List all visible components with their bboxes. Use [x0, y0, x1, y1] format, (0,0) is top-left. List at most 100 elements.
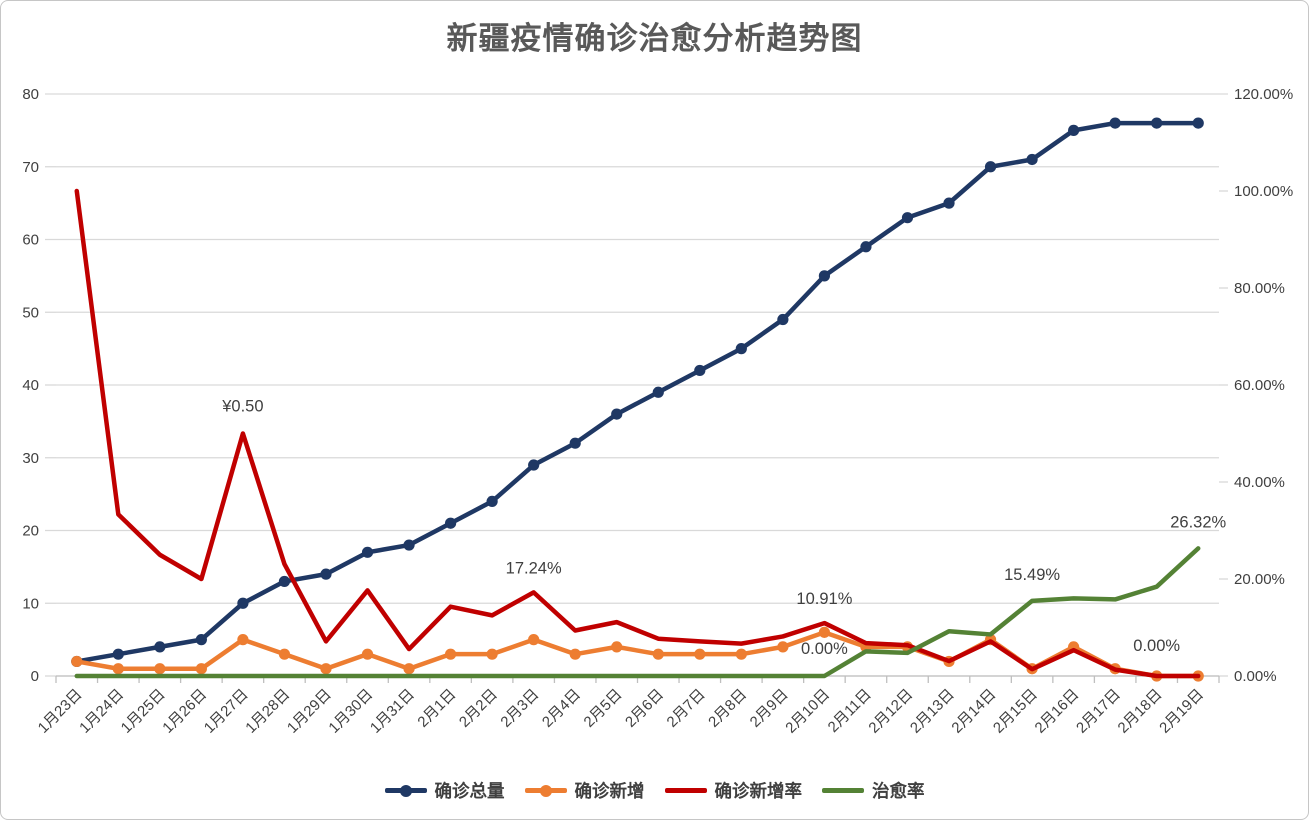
- x-axis-category-label: 2月8日: [705, 686, 750, 731]
- x-axis-category-label: 1月23日: [35, 686, 86, 737]
- x-axis-category-label: 2月12日: [865, 686, 916, 737]
- series-marker-total-confirmed: [112, 648, 124, 660]
- x-axis-category-label: 2月4日: [539, 686, 584, 731]
- legend-label-new-confirmed-rate: 确诊新增率: [714, 781, 803, 801]
- x-axis-category-label: 2月2日: [456, 686, 501, 731]
- y-axis-left-tick-label: 70: [22, 159, 39, 176]
- series-marker-total-confirmed: [1192, 117, 1204, 129]
- series-marker-total-confirmed: [1109, 117, 1121, 129]
- series-marker-total-confirmed: [528, 459, 540, 471]
- y-axis-left-tick-label: 30: [22, 450, 39, 467]
- series-marker-total-confirmed: [611, 408, 623, 420]
- series-marker-new-confirmed: [195, 663, 207, 675]
- series-marker-total-confirmed: [1026, 153, 1038, 166]
- data-label: 26.32%: [1170, 513, 1226, 531]
- y-axis-right-tick-label: 20.00%: [1234, 571, 1285, 588]
- series-marker-total-confirmed: [195, 634, 207, 646]
- x-axis-category-label: 1月31日: [367, 686, 418, 737]
- series-marker-total-confirmed: [486, 495, 498, 507]
- series-marker-total-confirmed: [1068, 124, 1080, 136]
- legend-item-cure-rate: 治愈率: [822, 778, 925, 803]
- x-axis-category-label: 2月1日: [414, 686, 459, 731]
- series-marker-new-confirmed: [735, 648, 747, 660]
- series-marker-new-confirmed: [611, 641, 623, 653]
- legend-swatch-new-confirmed-rate: [664, 784, 707, 797]
- series-marker-new-confirmed: [154, 663, 166, 675]
- series-marker-total-confirmed: [860, 241, 872, 253]
- series-marker-new-confirmed: [278, 648, 291, 660]
- chart-title: 新疆疫情确诊治愈分析趋势图: [446, 21, 863, 56]
- series-marker-new-confirmed: [652, 648, 664, 660]
- legend-swatch-new-confirmed: [524, 784, 567, 797]
- data-label: 17.24%: [506, 559, 562, 577]
- series-marker-new-confirmed: [569, 648, 581, 660]
- data-label: 15.49%: [1004, 566, 1060, 584]
- series-marker-total-confirmed: [403, 539, 415, 551]
- x-axis-category-label: 1月29日: [284, 686, 335, 737]
- series-line-new-confirmed-rate: [74, 188, 1201, 679]
- series-marker-total-confirmed: [777, 313, 789, 326]
- series-marker-new-confirmed: [818, 626, 831, 638]
- legend-item-new-confirmed-rate: 确诊新增率: [664, 778, 803, 803]
- y-axis-left-tick-label: 40: [22, 377, 39, 394]
- y-axis-left-tick-label: 10: [22, 595, 39, 612]
- x-axis-category-label: 2月14日: [948, 686, 999, 737]
- series-marker-new-confirmed: [403, 663, 415, 675]
- y-axis-left-tick-label: 80: [22, 86, 39, 103]
- y-axis-right-tick-label: 0.00%: [1234, 668, 1277, 685]
- y-axis-left-tick-label: 50: [22, 304, 39, 321]
- x-axis-category-label: 1月30日: [325, 686, 376, 737]
- x-axis-category-label: 2月11日: [825, 686, 875, 736]
- chart-legend: 确诊总量 确诊新增 确诊新增率 治愈率: [1, 778, 1308, 803]
- series-marker-new-confirmed: [112, 663, 124, 675]
- series-marker-total-confirmed: [901, 212, 914, 224]
- data-label: ¥0.50: [221, 398, 263, 416]
- series-marker-total-confirmed: [1151, 117, 1163, 129]
- data-label: 0.00%: [801, 640, 848, 658]
- series-marker-total-confirmed: [694, 364, 706, 377]
- x-axis-category-label: 1月26日: [159, 686, 210, 737]
- x-axis-category-label: 2月17日: [1073, 686, 1124, 737]
- series-marker-total-confirmed: [984, 161, 997, 173]
- x-axis-category-label: 2月10日: [782, 686, 833, 737]
- series-line-cure-rate: [74, 546, 1201, 679]
- legend-item-total-confirmed: 确诊总量: [384, 778, 505, 803]
- x-axis-category-label: 2月16日: [1032, 686, 1083, 737]
- y-axis-right-tick-label: 40.00%: [1234, 474, 1285, 491]
- legend-label-total-confirmed: 确诊总量: [434, 781, 505, 801]
- series-marker-new-confirmed: [71, 655, 83, 668]
- data-label: 0.00%: [1133, 637, 1180, 655]
- series-marker-total-confirmed: [943, 197, 955, 209]
- series-marker-total-confirmed: [818, 270, 831, 282]
- y-axis-right-tick-label: 60.00%: [1234, 377, 1285, 394]
- x-axis-category-label: 2月6日: [622, 686, 667, 731]
- series-marker-new-confirmed: [486, 648, 498, 660]
- legend-swatch-total-confirmed: [384, 784, 427, 797]
- series-marker-total-confirmed: [569, 437, 581, 449]
- y-axis-left-tick-label: 20: [22, 523, 39, 540]
- series-marker-new-confirmed: [320, 663, 332, 675]
- series-marker-total-confirmed: [361, 546, 374, 558]
- x-axis-category-label: 2月15日: [990, 686, 1041, 737]
- x-axis-category-label: 2月3日: [497, 686, 542, 731]
- series-marker-new-confirmed: [528, 634, 540, 646]
- y-axis-left-tick-label: 0: [31, 668, 39, 685]
- legend-label-new-confirmed: 确诊新增: [574, 781, 645, 801]
- x-axis-category-label: 1月27日: [201, 686, 252, 737]
- x-axis-category-label: 2月7日: [664, 686, 709, 731]
- x-axis-category-label: 2月5日: [581, 686, 626, 731]
- series-marker-total-confirmed: [735, 343, 747, 355]
- series-marker-total-confirmed: [444, 517, 457, 529]
- y-axis-right-tick-label: 80.00%: [1234, 280, 1285, 297]
- series-marker-new-confirmed: [237, 634, 249, 646]
- x-axis-category-label: 1月24日: [76, 686, 127, 737]
- series-marker-total-confirmed: [278, 575, 291, 588]
- series-line-total-confirmed: [74, 120, 1201, 664]
- series-marker-total-confirmed: [652, 386, 664, 398]
- series-marker-new-confirmed: [444, 648, 457, 660]
- x-axis-category-label: 2月19日: [1156, 686, 1207, 737]
- legend-swatch-cure-rate: [822, 784, 864, 797]
- x-axis-category-label: 1月28日: [242, 686, 293, 737]
